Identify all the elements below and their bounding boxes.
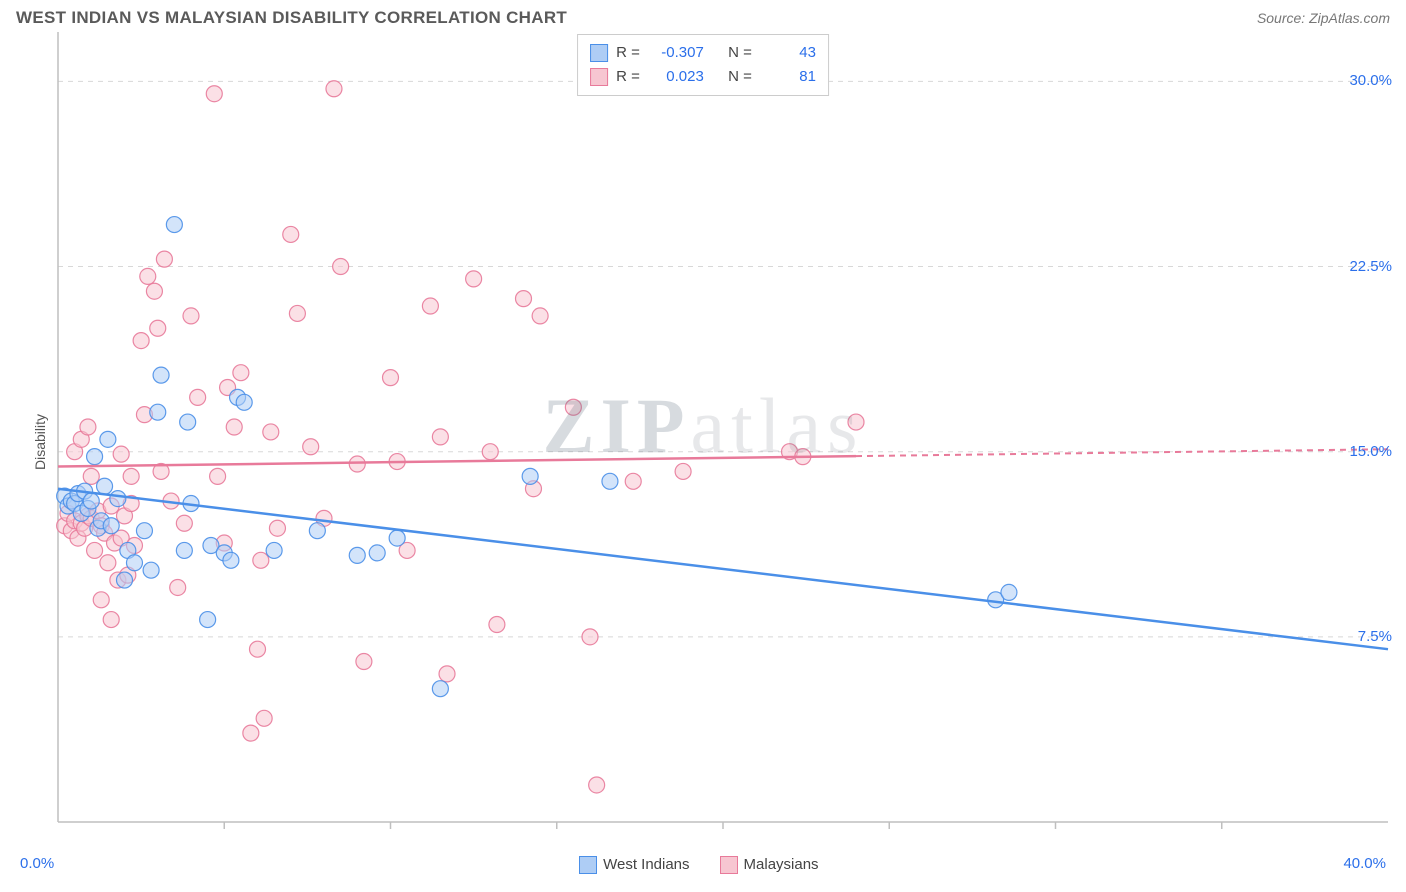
x-axis-start-label: 0.0%: [20, 855, 54, 872]
source-label: Source: ZipAtlas.com: [1257, 10, 1390, 26]
legend-stat-row: R =0.023 N =81: [590, 65, 816, 89]
legend-series: West Indians Malaysians: [579, 856, 818, 874]
legend-item: West Indians: [579, 856, 689, 874]
y-tick-label: 7.5%: [1358, 628, 1392, 645]
scatter-chart: [8, 32, 1398, 832]
chart-title: WEST INDIAN VS MALAYSIAN DISABILITY CORR…: [16, 8, 567, 28]
legend-item: Malaysians: [720, 856, 819, 874]
y-axis-label: Disability: [32, 414, 48, 470]
legend-stat-row: R =-0.307 N =43: [590, 41, 816, 65]
y-tick-label: 15.0%: [1349, 443, 1392, 460]
y-tick-label: 22.5%: [1349, 258, 1392, 275]
x-axis-end-label: 40.0%: [1343, 855, 1386, 872]
chart-area: Disability ZIPatlas R =-0.307 N =43R =0.…: [8, 32, 1398, 852]
legend-stats: R =-0.307 N =43R =0.023 N =81: [577, 34, 829, 96]
y-tick-label: 30.0%: [1349, 72, 1392, 89]
